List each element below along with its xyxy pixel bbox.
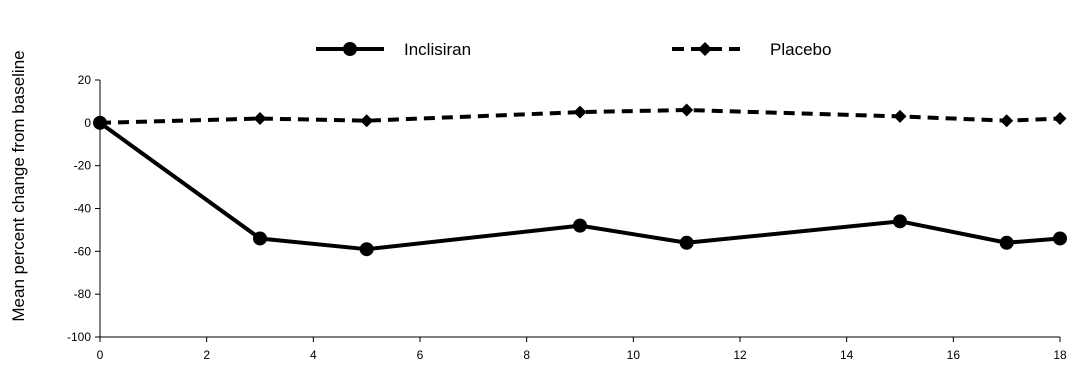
y-tick-label: -20 [74,159,92,173]
data-point-inclisiran [679,235,694,250]
legend-item-placebo: Placebo [672,40,831,59]
y-tick-label: -40 [74,202,92,216]
series-line-placebo [99,107,1061,125]
y-tick-label: -60 [74,244,92,258]
data-point-inclisiran [573,218,587,233]
data-point-inclisiran [893,214,907,229]
x-tick-label: 16 [947,348,961,362]
data-point-placebo [680,103,694,117]
data-point-inclisiran [359,242,374,257]
legend-marker-inclisiran [343,42,357,56]
data-point-placebo [360,114,374,128]
data-point-inclisiran [999,235,1014,250]
legend-item-inclisiran: Inclisiran [316,40,471,59]
legend-label-placebo: Placebo [770,40,831,59]
data-point-placebo [1053,112,1067,126]
y-tick-label: -100 [67,330,91,344]
x-tick-label: 4 [310,348,317,362]
series-layer [93,103,1067,257]
x-tick-label: 2 [203,348,210,362]
series-line-inclisiran [98,121,1061,252]
x-tick-label: 10 [627,348,641,362]
y-axis-label: Mean percent change from baseline [9,50,28,321]
data-point-placebo [1000,114,1014,128]
series-placebo [93,103,1067,130]
x-tick-label: 14 [840,348,854,362]
y-ticks: 20 0 -20 -40 -60 -80 -100 [67,73,100,344]
legend-label-inclisiran: Inclisiran [404,40,471,59]
legend: Inclisiran Placebo [316,40,831,59]
data-point-inclisiran [1053,231,1067,246]
x-ticks: 0 2 4 6 8 10 12 14 16 18 [97,337,1067,362]
x-tick-label: 6 [417,348,424,362]
x-tick-label: 8 [523,348,530,362]
data-point-placebo [253,112,267,126]
legend-marker-placebo [698,42,712,56]
y-tick-label: 0 [84,116,91,130]
series-inclisiran [93,115,1067,257]
x-tick-label: 18 [1053,348,1067,362]
data-point-inclisiran [253,231,267,246]
data-point-placebo [573,105,587,119]
data-point-placebo [893,109,907,123]
y-tick-label: 20 [78,73,92,87]
y-tick-label: -80 [74,287,92,301]
data-point-placebo [93,116,107,130]
x-tick-label: 12 [733,348,747,362]
x-tick-label: 0 [97,348,104,362]
